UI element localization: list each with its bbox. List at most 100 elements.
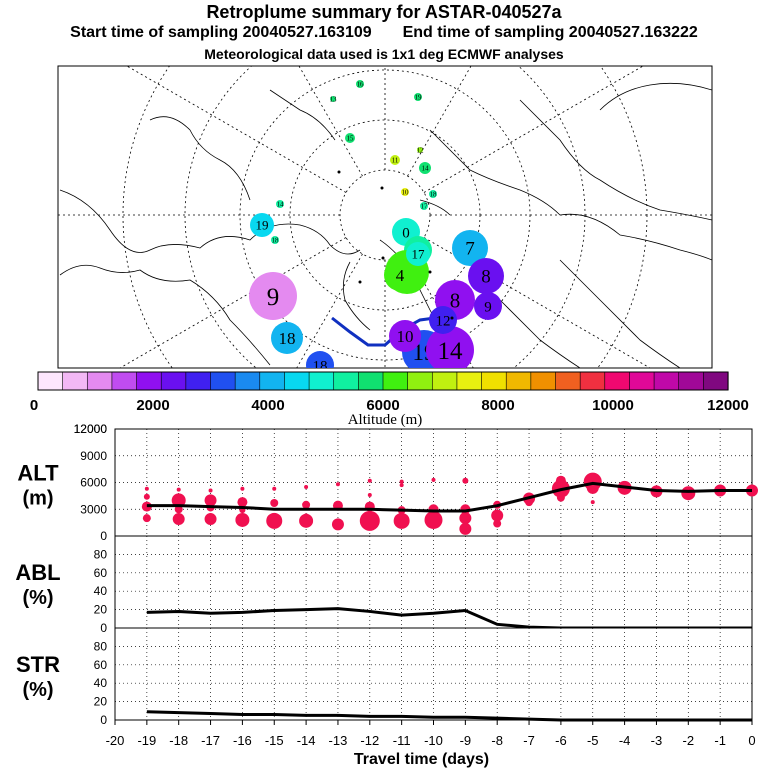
plume-cluster-label: 4: [396, 266, 405, 285]
altitude-point: [174, 505, 183, 514]
colorbar-segment: [555, 371, 581, 391]
colorbar-segment: [284, 371, 310, 391]
altitude-point: [459, 512, 472, 525]
altitude-point: [424, 510, 443, 529]
altitude-point: [143, 493, 150, 500]
map-dot: [450, 316, 454, 320]
colorbar-segment: [358, 371, 384, 391]
x-tick-label: -6: [555, 733, 567, 748]
altitude-point: [272, 486, 277, 491]
altitude-point: [359, 510, 380, 531]
altitude-point: [399, 479, 404, 484]
panel-label: ALT: [17, 461, 59, 486]
plot-title: Retroplume summary for ASTAR-040527a: [206, 2, 562, 22]
colorbar-segment: [86, 371, 113, 391]
map-coastlines: [59, 82, 712, 368]
x-tick-label: -20: [106, 733, 125, 748]
plume-cluster-label: 7: [465, 239, 475, 260]
plume-cluster-label: 10: [397, 327, 414, 346]
colorbar-segment: [407, 371, 433, 391]
colorbar-tick-label: 4000: [251, 397, 284, 414]
plume-cluster-label: 10: [402, 188, 410, 196]
start-time-label: Start time of sampling 20040527.163109: [70, 24, 372, 41]
y-tick-label: 0: [100, 529, 107, 543]
altitude-point: [302, 500, 311, 509]
x-tick-label: -10: [424, 733, 443, 748]
meridian-line: [298, 66, 363, 177]
colorbar-segment: [604, 371, 631, 391]
plume-cluster-circle: [419, 162, 431, 174]
map-frame: [57, 65, 713, 369]
colorbar-segment: [234, 371, 261, 391]
plume-cluster-circle: [306, 351, 334, 368]
altitude-point: [681, 486, 696, 501]
map-dot: [337, 170, 341, 174]
x-tick-label: -2: [683, 733, 695, 748]
y-tick-label: 60: [94, 658, 108, 672]
time-series-panels: 03000600090001200012000ALT(m)020406080AB…: [15, 422, 758, 768]
colorbar-segment: [579, 371, 606, 391]
x-tick-label: -18: [169, 733, 188, 748]
altitude-point: [142, 514, 151, 523]
altitude-point: [462, 477, 469, 484]
plume-cluster-label: 14: [277, 200, 285, 208]
map-dot: [380, 186, 384, 190]
meridian-line: [423, 66, 644, 193]
panel-unit: (m): [22, 488, 53, 510]
plume-cluster-circle: [249, 272, 297, 320]
x-tick-label: -11: [393, 733, 411, 748]
plume-cluster-label: 0: [402, 225, 410, 241]
panel-unit: (%): [22, 587, 53, 609]
altitude-point: [590, 500, 595, 505]
panel-label: STR: [16, 652, 60, 677]
y-tick-label: 40: [94, 584, 108, 598]
altitude-point: [270, 499, 279, 508]
mean-trajectory: [331, 316, 436, 347]
plume-cluster-circle: [390, 155, 400, 165]
altitude-point: [491, 509, 504, 522]
plume-cluster-circle: [271, 236, 279, 244]
plume-clusters: 1619131512111410181714181903754889918191…: [249, 80, 504, 368]
plume-cluster-label: 9: [267, 284, 280, 311]
x-axis-label: Travel time (days): [354, 751, 489, 768]
plume-cluster-circle: [474, 292, 502, 320]
colorbar-label: Altitude (m): [348, 412, 423, 428]
y-tick-label: 40: [94, 676, 108, 690]
x-tick-label: -3: [651, 733, 663, 748]
panel-label: ABL: [15, 560, 60, 585]
colorbar-tick-label: 8000: [481, 397, 514, 414]
plume-cluster-label: 9: [484, 299, 492, 315]
map-dot: [428, 270, 432, 274]
altitude-point: [237, 497, 248, 508]
colorbar-segment: [678, 371, 704, 391]
plume-cluster-label: 18: [272, 236, 280, 244]
altitude-point: [459, 522, 472, 535]
plume-cluster-label: 14: [438, 338, 464, 365]
plume-cluster-label: 18: [279, 329, 296, 348]
plume-cluster-label: 17: [421, 202, 429, 210]
y-tick-label: 20: [94, 603, 108, 617]
colorbar-tick-label: 6000: [366, 397, 399, 414]
y-tick-label: 0: [100, 713, 107, 727]
plume-cluster-circle: [406, 242, 430, 266]
colorbar-tick-label: 0: [30, 397, 38, 414]
plume-cluster-circle: [468, 258, 504, 294]
plume-cluster-circle: [414, 93, 422, 101]
x-tick-label: -16: [233, 733, 252, 748]
y-tick-label: 12000: [74, 422, 108, 436]
plume-cluster-circle: [417, 147, 423, 153]
y-tick-label: 6000: [80, 476, 107, 490]
colorbar-segment: [136, 371, 162, 391]
colorbar-segment: [210, 371, 236, 391]
panel-abl: 0 20 40 60 80 ABL(%): [15, 535, 753, 635]
y-tick-label: 20: [94, 695, 108, 709]
altitude-point: [556, 493, 565, 502]
altitude-point: [240, 486, 245, 491]
altitude-point: [393, 512, 410, 529]
altitude-point: [304, 484, 309, 489]
colorbar-tick-label: 10000: [592, 397, 634, 414]
x-tick-label: -14: [297, 733, 316, 748]
x-tick-label: -19: [137, 733, 156, 748]
x-tick-label: -7: [523, 733, 535, 748]
